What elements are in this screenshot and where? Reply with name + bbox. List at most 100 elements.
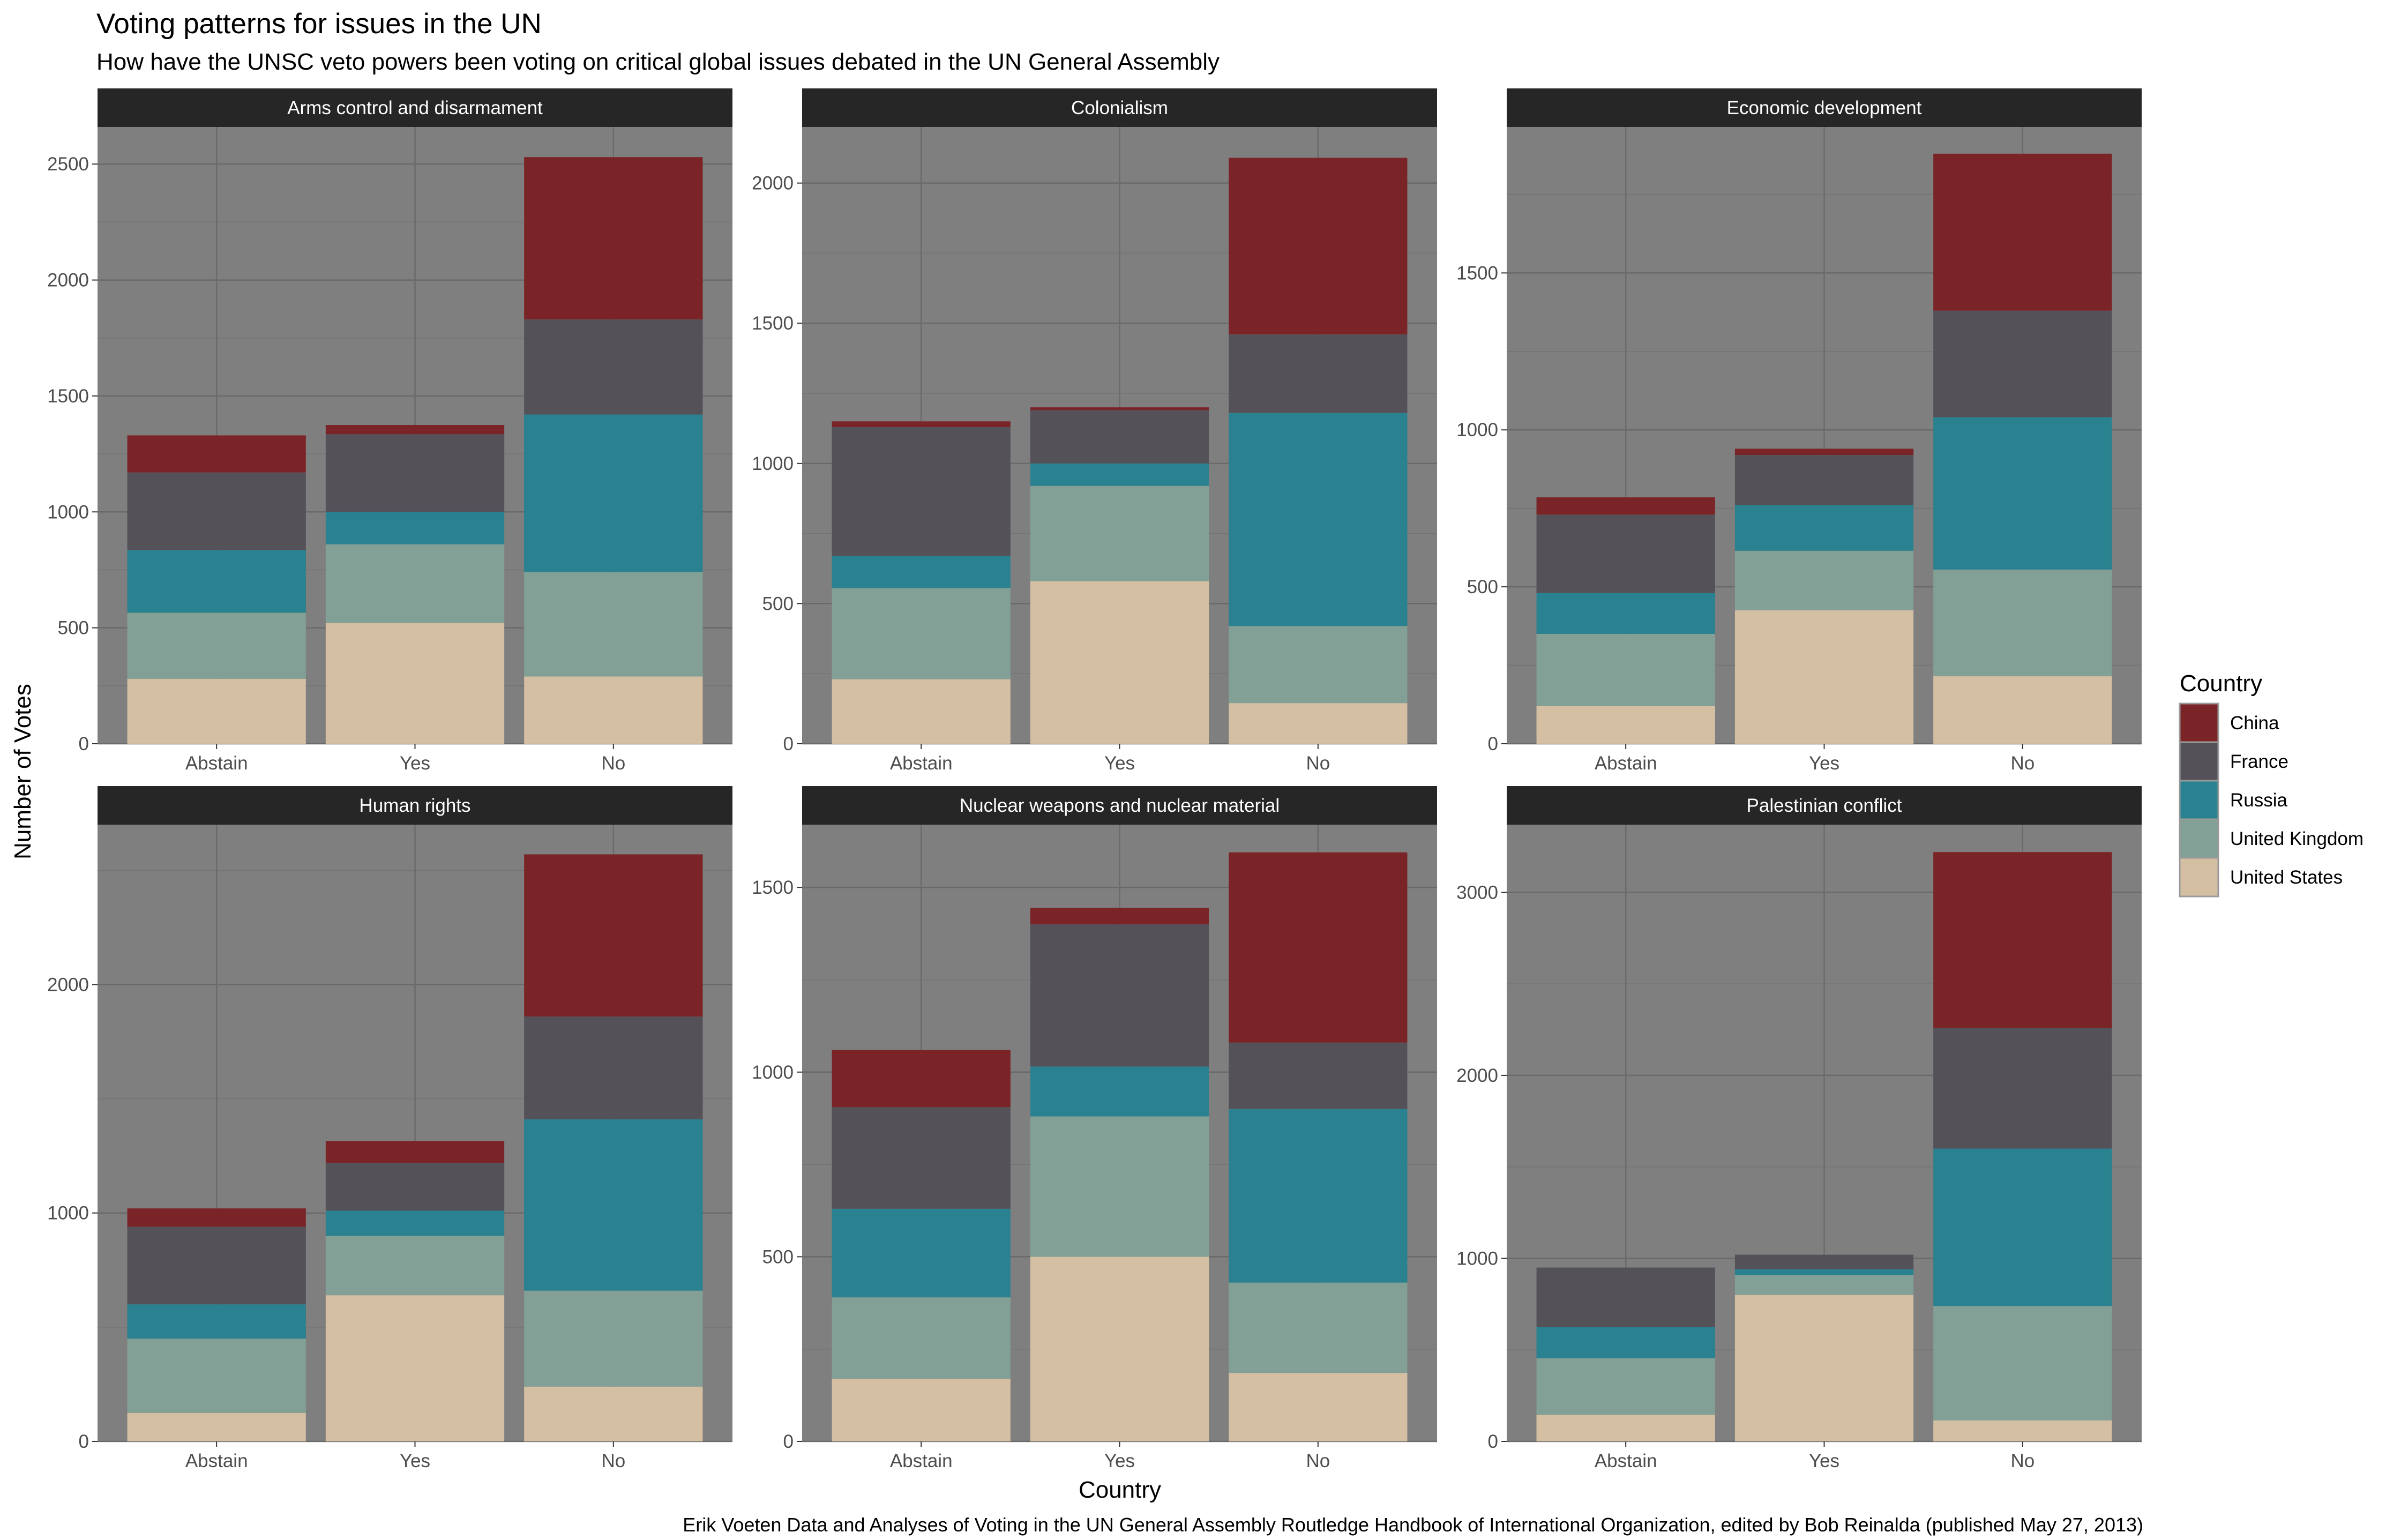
bar-segment-united-states [325, 623, 505, 744]
bar-segment-united-states [524, 676, 703, 744]
bar-segment-china [1229, 852, 1408, 1043]
bar-segment-china [1933, 852, 2112, 1028]
facet-strip-label: Nuclear weapons and nuclear material [960, 795, 1280, 816]
facet-strip [1507, 786, 2142, 825]
bar-segment-russia [524, 1119, 703, 1291]
bar-segment-russia [1229, 413, 1408, 626]
bar-segment-united-states [127, 1412, 306, 1441]
y-tick-label: 0 [1488, 734, 1498, 754]
bar-segment-united-states [1030, 581, 1209, 744]
bar-segment-france [127, 1227, 306, 1305]
y-tick-label: 2000 [1456, 1065, 1498, 1086]
bar-segment-france [325, 1162, 505, 1211]
bar-segment-france [524, 319, 703, 415]
legend: Country China France Russia United Kingdom U… [2179, 670, 2363, 898]
bar-segment-russia [325, 1210, 505, 1236]
bar-segment-united-kingdom [832, 1297, 1011, 1379]
bar-segment-france [524, 1016, 703, 1119]
bar-segment-france [325, 434, 505, 512]
bar-segment-russia [1229, 1109, 1408, 1283]
x-tick-label: No [2010, 753, 2035, 774]
y-tick-label: 500 [58, 618, 89, 639]
bar-segment-china [832, 421, 1011, 427]
y-tick-label: 1000 [47, 502, 89, 522]
bar-segment-united-kingdom [1933, 569, 2112, 677]
bar-segment-russia [1734, 1269, 1914, 1275]
y-tick-label: 0 [783, 734, 794, 754]
y-axis-title: Number of Votes [10, 684, 36, 859]
bar-segment-china [832, 1050, 1011, 1108]
legend-key-china [2179, 702, 2219, 743]
y-tick-label: 3000 [1456, 882, 1498, 903]
x-tick-label: Yes [400, 753, 430, 774]
bar-segment-china [524, 854, 703, 1017]
bar-segment-united-kingdom [127, 1339, 306, 1413]
facet-strip-label: Economic development [1727, 98, 1922, 118]
x-tick-label: Yes [1809, 1451, 1839, 1471]
bar-segment-united-states [524, 1386, 703, 1441]
bar-segment-france [127, 472, 306, 550]
legend-label: France [2230, 751, 2288, 772]
bar-segment-france [832, 427, 1011, 556]
x-tick-label: No [1306, 753, 1330, 774]
y-tick-label: 0 [79, 1431, 89, 1452]
facet-strip-label: Arms control and disarmament [287, 98, 543, 118]
bar-segment-china [325, 1141, 505, 1163]
y-tick-label: 500 [762, 593, 794, 614]
y-tick-label: 1000 [752, 453, 794, 474]
chart-subtitle: How have the UNSC veto powers been votin… [96, 49, 1220, 75]
y-tick-label: 1000 [47, 1203, 89, 1224]
bar-segment-united-states [1030, 1257, 1209, 1441]
bar-segment-china [127, 435, 306, 473]
bar-segment-russia [1536, 1327, 1715, 1358]
bar-segment-united-kingdom [832, 588, 1011, 679]
legend-key-france [2179, 741, 2219, 782]
legend-label: China [2230, 713, 2279, 734]
bar-segment-russia [1933, 1148, 2112, 1306]
bar-segment-russia [127, 550, 306, 613]
facet-panel: Economic development 0 500 1000 1500 Abstain Y… [1456, 88, 2142, 774]
bar-segment-china [325, 425, 505, 435]
bar-segment-russia [832, 556, 1011, 588]
bar-segment-united-kingdom [1229, 626, 1408, 704]
bar-segment-united-kingdom [1030, 1116, 1209, 1257]
y-tick-label: 2000 [752, 173, 794, 194]
bar-segment-united-states [1536, 1415, 1715, 1441]
y-tick-label: 0 [79, 734, 89, 754]
x-tick-label: Abstain [1595, 753, 1657, 774]
x-tick-label: Yes [1104, 753, 1135, 774]
facet-strip [98, 786, 732, 825]
bar-segment-france [1933, 1028, 2112, 1149]
y-tick-label: 0 [1488, 1431, 1498, 1452]
y-tick-label: 2000 [47, 974, 89, 995]
legend-key-united-states [2179, 857, 2219, 898]
facet-strip [98, 88, 732, 127]
facet-strip [1507, 88, 2142, 127]
bar-segment-united-states [1933, 676, 2112, 744]
x-tick-label: Abstain [890, 753, 953, 774]
legend-label: United States [2230, 867, 2343, 888]
x-tick-label: Abstain [890, 1451, 953, 1471]
bar-segment-china [1933, 153, 2112, 311]
y-tick-label: 1500 [1456, 263, 1498, 283]
x-tick-label: Yes [1104, 1451, 1135, 1471]
bar-segment-china [1229, 158, 1408, 335]
bar-segment-china [1030, 908, 1209, 925]
facet-panel: Arms control and disarmament 0 500 1000 1500… [47, 88, 732, 774]
bar-segment-united-kingdom [1734, 550, 1914, 611]
y-tick-label: 1000 [1456, 420, 1498, 440]
chart-title: Voting patterns for issues in the UN [96, 8, 542, 40]
bar-segment-united-states [1734, 610, 1914, 744]
bar-segment-united-states [832, 679, 1011, 744]
bar-segment-russia [1536, 593, 1715, 634]
bar-segment-united-kingdom [524, 572, 703, 677]
bar-segment-france [1734, 1254, 1914, 1269]
x-tick-label: Abstain [185, 753, 248, 774]
bar-segment-russia [127, 1304, 306, 1339]
bar-segment-china [524, 157, 703, 320]
bar-segment-united-states [1229, 1373, 1408, 1441]
bar-segment-united-states [1229, 703, 1408, 744]
facet-strip [802, 88, 1437, 127]
bar-segment-france [1933, 310, 2112, 417]
bar-segment-france [1030, 410, 1209, 464]
